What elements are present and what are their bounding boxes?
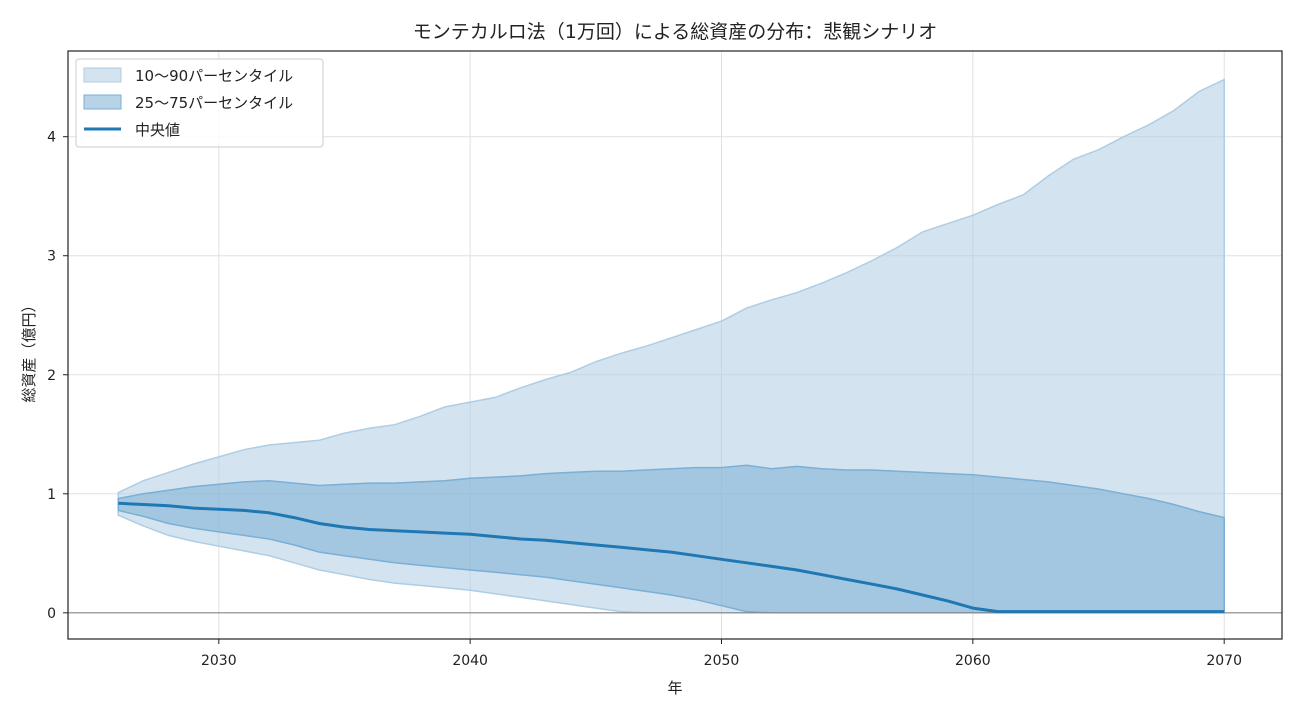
y-tick-label: 3 [47,249,56,265]
y-tick-label: 1 [47,487,56,503]
x-tick-label: 2040 [452,653,488,669]
legend-label-median: 中央値 [135,121,180,139]
y-tick-label: 0 [47,606,56,622]
x-tick-label: 2030 [201,653,237,669]
x-tick-label: 2060 [955,653,991,669]
percentile-bands [117,78,1225,614]
legend-label-inner: 25〜75パーセンタイル [135,94,293,112]
legend-swatch-inner [83,94,122,110]
median-line [118,501,1225,614]
x-tick-label: 2070 [1206,653,1242,669]
legend-label-outer: 10〜90パーセンタイル [135,67,293,85]
legend: 10〜90パーセンタイル 25〜75パーセンタイル 中央値 [75,58,324,148]
band-25-75 [117,464,1225,614]
x-tick-label: 2050 [704,653,740,669]
median-layer [68,501,1282,614]
axis-ticks: 2030 2040 2050 2060 2070 0 1 2 3 4 [47,130,1242,669]
y-tick-label: 4 [47,130,56,146]
legend-box [75,58,324,148]
x-axis-label: 年 [667,679,682,697]
y-axis-label: 総資産（億円） [20,297,38,402]
y-tick-label: 2 [47,368,56,384]
plot-frame [67,50,1283,640]
legend-swatch-outer [83,67,122,83]
chart-title: モンテカルロ法（1万回）による総資産の分布：悲観シナリオ [413,21,938,43]
